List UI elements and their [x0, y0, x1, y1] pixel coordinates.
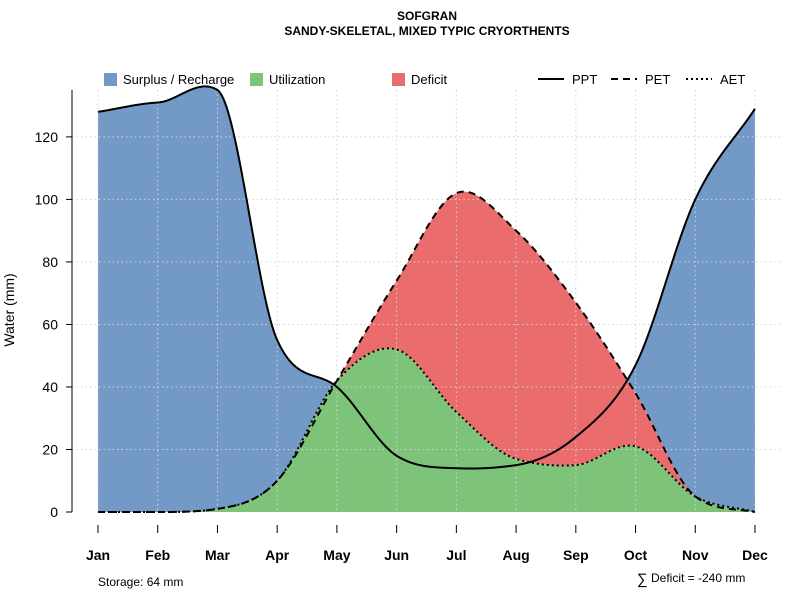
legend-label-utilization: Utilization [269, 72, 325, 87]
y-tick-label: 100 [35, 191, 59, 207]
y-tick-label: 0 [50, 504, 58, 520]
legend-label-pet: PET [645, 72, 670, 87]
axes: 0 20 40 60 80 100 120 Jan Feb Mar Apr May Jun Jul Aug S… [35, 90, 768, 563]
y-tick-label: 80 [42, 254, 58, 270]
x-tick-label-apr: Apr [265, 547, 290, 563]
legend-label-aet: AET [720, 72, 745, 87]
surplus-recharge-area [98, 86, 755, 512]
y-tick-label: 20 [42, 441, 58, 457]
y-axis-label: Water (mm) [1, 273, 17, 346]
x-tick-label-sep: Sep [563, 547, 589, 563]
x-tick-label-feb: Feb [145, 547, 170, 563]
y-tick-label: 120 [35, 129, 59, 145]
aet-line [98, 347, 756, 513]
x-tick-label-aug: Aug [502, 547, 529, 563]
utilization-area [98, 348, 755, 512]
y-tick-label: 40 [42, 379, 58, 395]
x-tick-label-mar: Mar [205, 547, 230, 563]
legend-swatch-utilization [250, 73, 263, 86]
pet-line [98, 190, 756, 513]
x-tick-label-jun: Jun [384, 547, 409, 563]
legend-swatch-deficit [392, 73, 405, 86]
area-fills [98, 86, 755, 512]
legend-label-deficit: Deficit [411, 72, 448, 87]
x-tick-label-oct: Oct [624, 547, 648, 563]
storage-annotation: Storage: 64 mm [98, 575, 183, 589]
chart-title: SOFGRAN [397, 9, 457, 23]
legend-label-surplus: Surplus / Recharge [123, 72, 234, 87]
ppt-line [97, 85, 756, 470]
grid-lines [72, 90, 782, 512]
x-tick-label-jul: Jul [446, 547, 466, 563]
x-tick-label-may: May [323, 547, 350, 563]
x-tick-label-dec: Dec [742, 547, 768, 563]
deficit-area [98, 191, 755, 512]
legend: Surplus / Recharge Utilization Deficit PPT P… [104, 72, 745, 87]
legend-label-ppt: PPT [572, 72, 597, 87]
x-tick-label-nov: Nov [682, 547, 709, 563]
deficit-annotation: Deficit = -240 mm [651, 571, 745, 585]
series-lines [97, 85, 756, 513]
deficit-sum-symbol: ∑ [637, 571, 648, 588]
x-tick-label-jan: Jan [86, 547, 110, 563]
legend-swatch-surplus [104, 73, 117, 86]
y-tick-label: 60 [42, 316, 58, 332]
chart-subtitle: SANDY-SKELETAL, MIXED TYPIC CRYORTHENTS [284, 24, 569, 38]
